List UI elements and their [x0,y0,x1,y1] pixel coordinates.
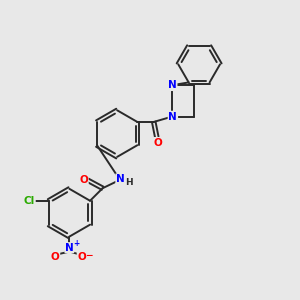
Text: Cl: Cl [24,196,35,206]
Text: O: O [51,253,59,262]
Text: N: N [169,112,177,122]
Text: O: O [79,175,88,185]
Text: O: O [77,253,86,262]
Text: +: + [73,239,79,248]
Text: −: − [85,250,92,260]
Text: H: H [125,178,133,187]
Text: N: N [65,243,74,253]
Text: O: O [154,138,163,148]
Text: N: N [116,174,125,184]
Text: N: N [168,80,177,90]
